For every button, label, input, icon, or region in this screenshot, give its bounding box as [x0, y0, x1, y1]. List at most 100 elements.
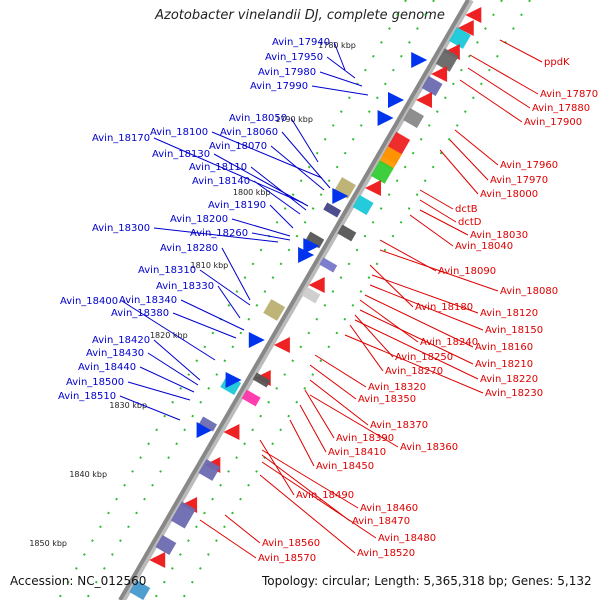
gene-label-minus: Avin_17900: [524, 117, 582, 128]
left-leader-line: [217, 285, 241, 319]
right-leader-line: [469, 54, 539, 95]
gene-block-14: [337, 224, 357, 242]
gene-label-minus: Avin_18320: [368, 382, 426, 393]
left-leader-line: [172, 312, 237, 339]
gene-label-minus: Avin_18120: [480, 308, 538, 319]
gene-label-minus: Avin_18270: [385, 366, 443, 377]
gene-label-minus: Avin_18560: [262, 538, 320, 549]
right-leader-line: [454, 129, 499, 166]
gene-label-plus: Avin_18260: [190, 228, 248, 239]
right-leader-line: [289, 419, 315, 467]
gene-arrow-18: [273, 337, 290, 353]
gene-label-minus: Avin_18230: [485, 388, 543, 399]
gene-label-minus: Avin_18490: [296, 490, 354, 501]
gene-arrow-40: [248, 332, 265, 348]
gene-label-minus: Avin_18350: [358, 394, 416, 405]
right-leader-line: [354, 319, 479, 380]
gene-arrow-16: [308, 277, 325, 293]
left-leader-line: [250, 166, 307, 211]
gene-arrow-5: [431, 66, 448, 82]
kbp-tick-label: 1800 kbp: [233, 188, 271, 197]
gene-label-plus: Avin_17980: [258, 67, 316, 78]
gene-label-minus: Avin_18090: [438, 266, 496, 277]
gene-label-minus: Avin_18370: [370, 420, 428, 431]
gene-label-plus: Avin_18060: [220, 127, 278, 138]
left-leader-line: [153, 137, 304, 204]
gene-label-minus: Avin_18250: [395, 352, 453, 363]
gene-arrow-31: [388, 92, 404, 108]
right-leader-line: [369, 264, 414, 308]
gene-label-plus: Avin_18500: [66, 377, 124, 388]
gene-label-minus: Avin_18470: [352, 516, 410, 527]
gene-label-minus: Avin_18480: [378, 533, 436, 544]
left-leader-line: [127, 381, 191, 401]
gene-label-plus: Avin_18330: [156, 281, 214, 292]
gene-label-plus: Avin_18100: [150, 127, 208, 138]
left-leader-line: [139, 366, 195, 393]
kbp-tick-label: 1840 kbp: [69, 470, 107, 479]
left-leader-line: [153, 227, 279, 243]
right-leader-line: [369, 284, 484, 331]
right-leader-line: [314, 354, 367, 388]
gene-label-minus: dctD: [458, 217, 482, 228]
gene-arrow-0: [465, 7, 482, 23]
left-leader-line: [119, 395, 181, 421]
gene-block-15: [319, 257, 338, 273]
left-leader-line: [121, 300, 216, 361]
gene-label-plus: Avin_18130: [152, 149, 210, 160]
gene-arrow-22: [223, 424, 240, 440]
left-leader-line: [231, 218, 291, 237]
gene-arrow-43: [196, 422, 213, 438]
kbp-tick-label: 1790 kbp: [275, 115, 313, 124]
map-title: Azotobacter vinelandii DJ, complete geno…: [155, 8, 445, 23]
gene-block-8: [403, 107, 424, 129]
left-leader-line: [253, 180, 301, 215]
gene-label-minus: Avin_18080: [500, 286, 558, 297]
gene-label-plus: Avin_18420: [92, 335, 150, 346]
gene-block-36: [305, 231, 325, 249]
gene-arrow-37: [303, 238, 320, 254]
right-leader-line: [364, 294, 474, 348]
gene-block-4: [435, 48, 459, 72]
gene-label-plus: Avin_18310: [138, 265, 196, 276]
gene-label-plus: Avin_18140: [192, 176, 250, 187]
gene-label-minus: Avin_18390: [336, 433, 394, 444]
gene-label-minus: Avin_18040: [455, 241, 513, 252]
gene-label-minus: Avin_18150: [485, 325, 543, 336]
gene-label-plus: Avin_18430: [86, 348, 144, 359]
gene-label-minus: Avin_18570: [258, 553, 316, 564]
left-leader-line: [147, 352, 199, 386]
right-leader-line: [359, 309, 474, 365]
right-leader-line: [304, 389, 335, 439]
right-leader-line: [309, 379, 369, 426]
track-dots-2: [153, 0, 503, 600]
gene-arrow-32: [377, 110, 394, 126]
gene-block-27: [155, 534, 177, 556]
gene-block-21: [241, 389, 261, 407]
gene-block-26: [170, 501, 196, 529]
left-leader-line: [251, 232, 291, 241]
right-leader-line: [439, 149, 479, 195]
genome-backbone-shadow: [120, 0, 474, 600]
gene-label-minus: Avin_18210: [475, 359, 533, 370]
right-leader-line: [261, 454, 351, 522]
gene-label-minus: Avin_17960: [500, 160, 558, 171]
right-leader-line: [459, 79, 523, 123]
left-leader-line: [221, 247, 251, 301]
gene-label-plus: Avin_18280: [160, 243, 218, 254]
gene-label-minus: Avin_18220: [480, 374, 538, 385]
gene-label-plus: Avin_18340: [119, 295, 177, 306]
right-leader-line: [467, 67, 531, 109]
left-leader-line: [281, 131, 331, 189]
gene-label-plus: Avin_17950: [265, 52, 323, 63]
gene-label-plus: Avin_18440: [78, 362, 136, 373]
gene-label-plus: Avin_18070: [209, 141, 267, 152]
right-leader-line: [379, 249, 499, 292]
gene-label-plus: Avin_18510: [58, 391, 116, 402]
left-leader-line: [270, 145, 325, 191]
gene-block-17: [301, 286, 321, 304]
gene-label-plus: Avin_17990: [250, 81, 308, 92]
gene-label-minus: Avin_18360: [400, 442, 458, 453]
